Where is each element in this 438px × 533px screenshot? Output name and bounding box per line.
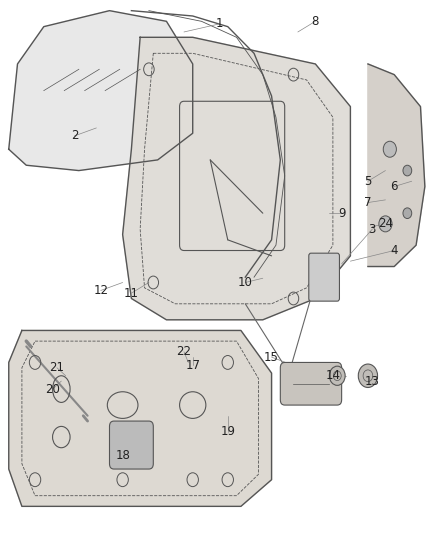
Circle shape [329,366,345,385]
Circle shape [358,364,378,387]
Text: 11: 11 [124,287,139,300]
Text: 7: 7 [364,196,372,209]
Text: 21: 21 [49,361,64,374]
Text: 13: 13 [365,375,380,387]
FancyBboxPatch shape [309,253,339,301]
Circle shape [379,216,392,232]
Text: 6: 6 [390,180,398,193]
Text: 18: 18 [115,449,130,462]
Text: 20: 20 [45,383,60,395]
Circle shape [403,165,412,176]
Text: 22: 22 [177,345,191,358]
Text: 17: 17 [185,359,200,372]
Text: 4: 4 [390,244,398,257]
Text: 19: 19 [220,425,235,438]
Text: 14: 14 [325,369,340,382]
Text: 24: 24 [378,217,393,230]
Text: 10: 10 [238,276,253,289]
Text: 2: 2 [71,130,78,142]
Circle shape [383,141,396,157]
FancyBboxPatch shape [280,362,342,405]
Polygon shape [368,64,425,266]
Text: 5: 5 [364,175,371,188]
Text: 8: 8 [312,15,319,28]
Text: 15: 15 [264,351,279,364]
Text: 1: 1 [215,18,223,30]
Polygon shape [123,37,350,320]
Polygon shape [9,11,193,171]
Circle shape [403,208,412,219]
FancyBboxPatch shape [110,421,153,469]
Polygon shape [9,330,272,506]
Text: 3: 3 [369,223,376,236]
Text: 9: 9 [338,207,346,220]
Text: 12: 12 [93,284,108,297]
